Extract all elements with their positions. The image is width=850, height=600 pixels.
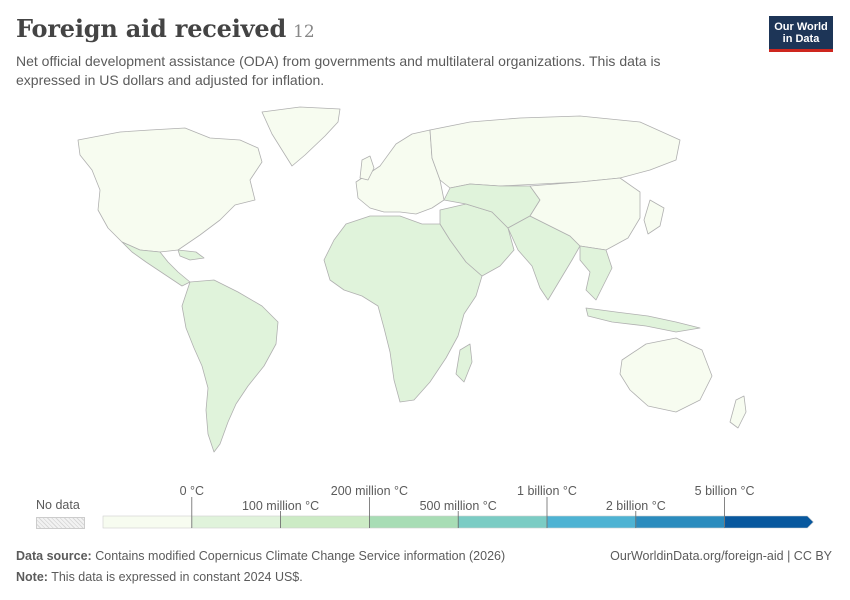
region-south-america[interactable] [181,279,279,453]
legend-bin-5[interactable] [546,515,637,529]
legend-label-1: 0 °C [180,484,204,498]
region-southeast-asia[interactable] [579,245,613,301]
legend-bin-1[interactable] [191,515,281,529]
region-uk[interactable] [359,155,375,181]
region-greenland[interactable] [261,106,341,167]
source-url-link[interactable]: OurWorldinData.org/foreign-aid | CC BY [610,549,832,563]
owid-logo[interactable]: Our World in Data [769,16,833,52]
region-russia[interactable] [429,115,681,189]
legend-no-data-label: No data [36,498,80,512]
note-text: This data is expressed in constant 2024 … [51,570,303,584]
region-australia[interactable] [619,337,713,413]
region-north-america[interactable] [77,127,263,253]
legend-bin-6[interactable] [635,515,725,529]
legend-bin-2[interactable] [280,515,370,529]
region-new-zealand[interactable] [729,395,747,429]
legend-bin-0[interactable] [102,515,193,529]
legend-label-5: 1 billion °C [517,484,577,498]
world-map[interactable] [0,100,850,480]
chart-subtitle: Net official development assistance (ODA… [16,53,661,88]
logo-line-1: Our World [774,21,828,33]
logo-line-2: in Data [782,33,820,45]
region-caribbean[interactable] [177,249,205,261]
note-label: Note: [16,570,48,584]
chart-title: Foreign aid received [16,14,287,43]
legend-bin-7[interactable] [724,515,814,529]
color-legend: 0 °C 100 million °C 200 million °C 500 mill… [102,484,814,529]
region-indonesia[interactable] [585,307,701,333]
title-row: Foreign aid received 12 [16,14,315,43]
legend-label-3: 200 million °C [331,484,408,498]
legend-label-7: 5 billion °C [695,484,755,498]
title-count: 12 [293,22,315,42]
region-madagascar[interactable] [455,343,473,383]
legend-label-4: 500 million °C [420,499,497,513]
data-source-label: Data source: [16,549,92,563]
data-source-line: Data source: Contains modified Copernicu… [16,549,505,563]
data-source-text: Contains modified Copernicus Climate Cha… [95,549,506,563]
legend-no-data-swatch[interactable] [36,517,85,529]
note-line: Note: This data is expressed in constant… [16,570,303,584]
legend-label-6: 2 billion °C [606,499,666,513]
legend-label-2: 100 million °C [242,499,319,513]
region-central-america[interactable] [121,241,191,287]
legend-bin-3[interactable] [369,515,459,529]
region-japan[interactable] [643,199,665,235]
legend-bin-4[interactable] [457,515,548,529]
